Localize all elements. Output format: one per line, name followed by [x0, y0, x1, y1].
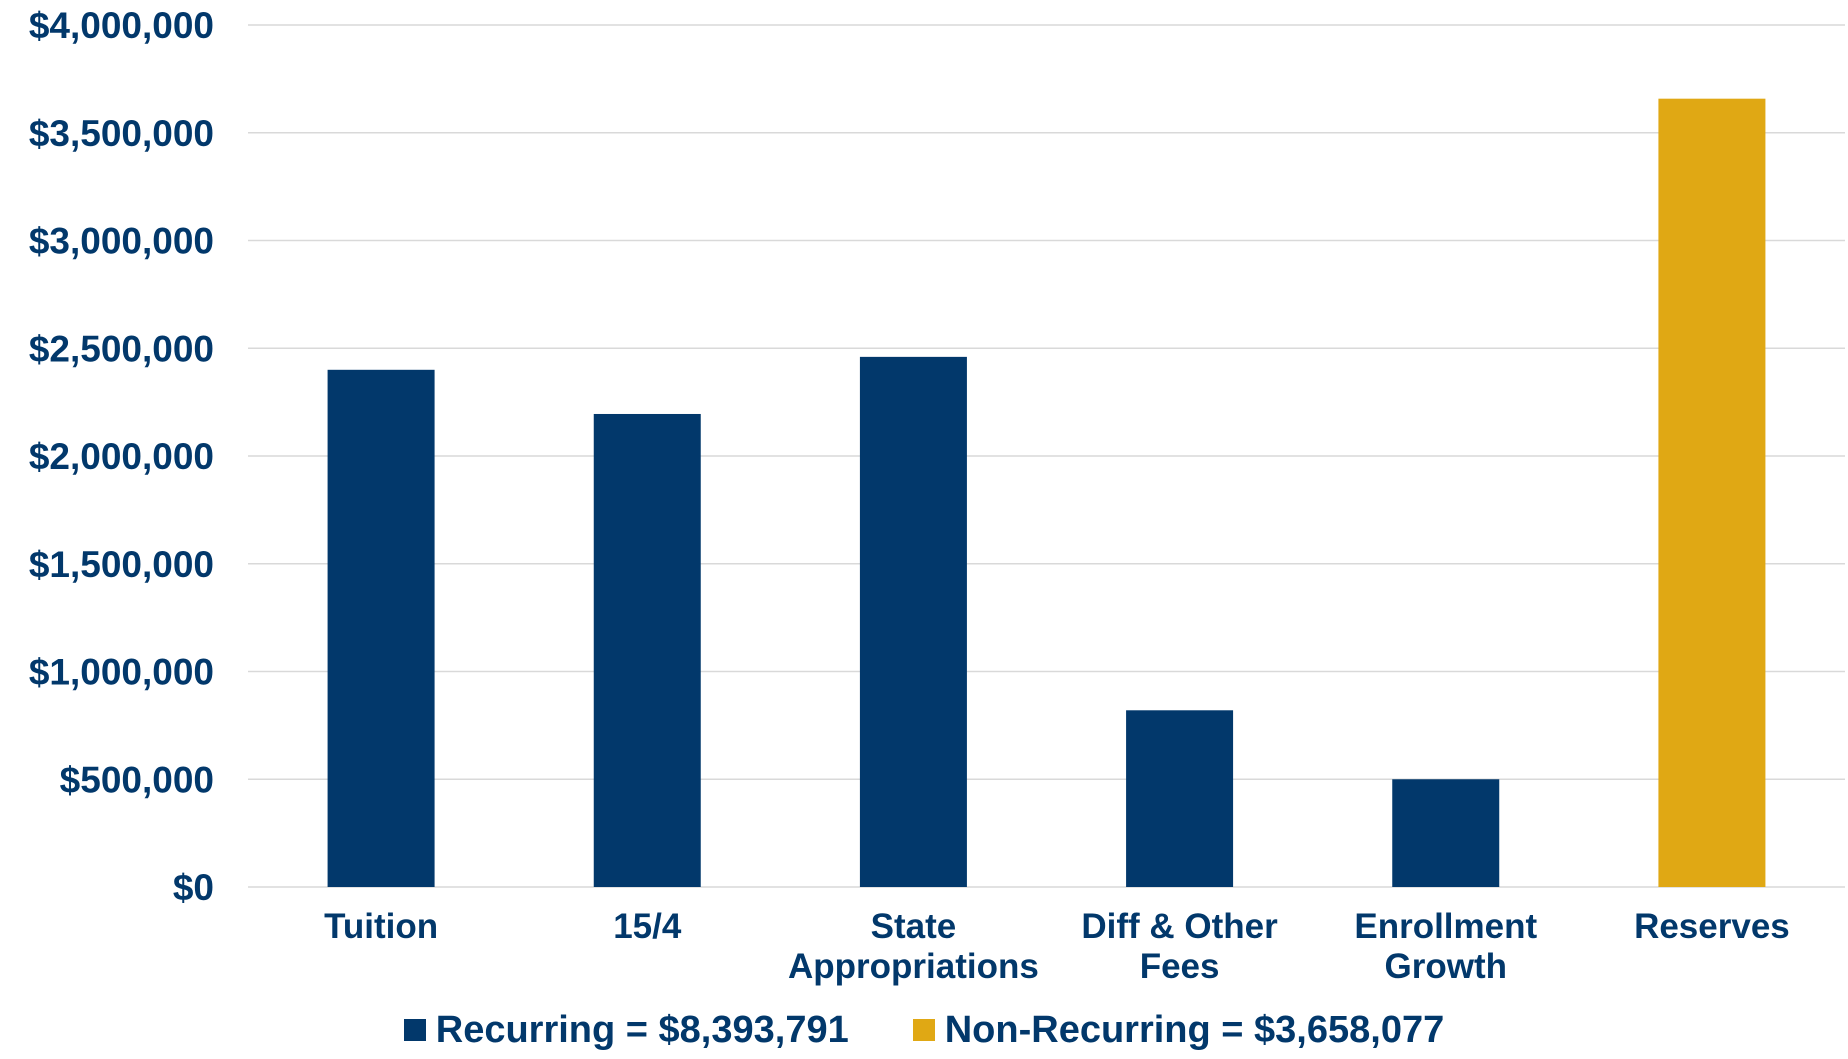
x-tick-label: Enrollment Growth: [1354, 907, 1537, 986]
y-tick-label: $1,500,000: [29, 544, 214, 585]
legend-item-recurring: Recurring = $8,393,791: [403, 1008, 849, 1051]
bar: [859, 356, 967, 887]
y-tick-label: $500,000: [60, 759, 214, 800]
bar: [1392, 779, 1500, 887]
y-tick-label: $4,000,000: [29, 5, 214, 46]
x-tick-label: Diff & Other Fees: [1081, 907, 1278, 986]
y-tick-label: $0: [173, 867, 214, 908]
bar: [1658, 98, 1766, 888]
bar: [593, 413, 701, 887]
legend-label-recurring: Recurring = $8,393,791: [435, 1008, 849, 1051]
y-tick-label: $3,500,000: [29, 113, 214, 154]
bar: [1126, 710, 1234, 887]
x-tick-label: State Appropriations: [788, 907, 1039, 986]
bar: [327, 369, 435, 887]
legend-swatch-recurring: [403, 1018, 426, 1041]
x-tick-label: Tuition: [324, 907, 438, 946]
legend-item-non-recurring: Non-Recurring = $3,658,077: [912, 1008, 1445, 1051]
y-tick-label: $2,500,000: [29, 328, 214, 369]
legend-label-non-recurring: Non-Recurring = $3,658,077: [944, 1008, 1445, 1051]
legend-swatch-non-recurring: [912, 1018, 935, 1041]
x-tick-label: 15/4: [613, 907, 682, 946]
y-tick-label: $3,000,000: [29, 221, 214, 262]
y-tick-label: $2,000,000: [29, 436, 214, 477]
y-tick-label: $1,000,000: [29, 652, 214, 693]
x-tick-label: Reserves: [1634, 907, 1790, 946]
chart-legend: Recurring = $8,393,791 Non-Recurring = $…: [0, 1005, 1848, 1054]
